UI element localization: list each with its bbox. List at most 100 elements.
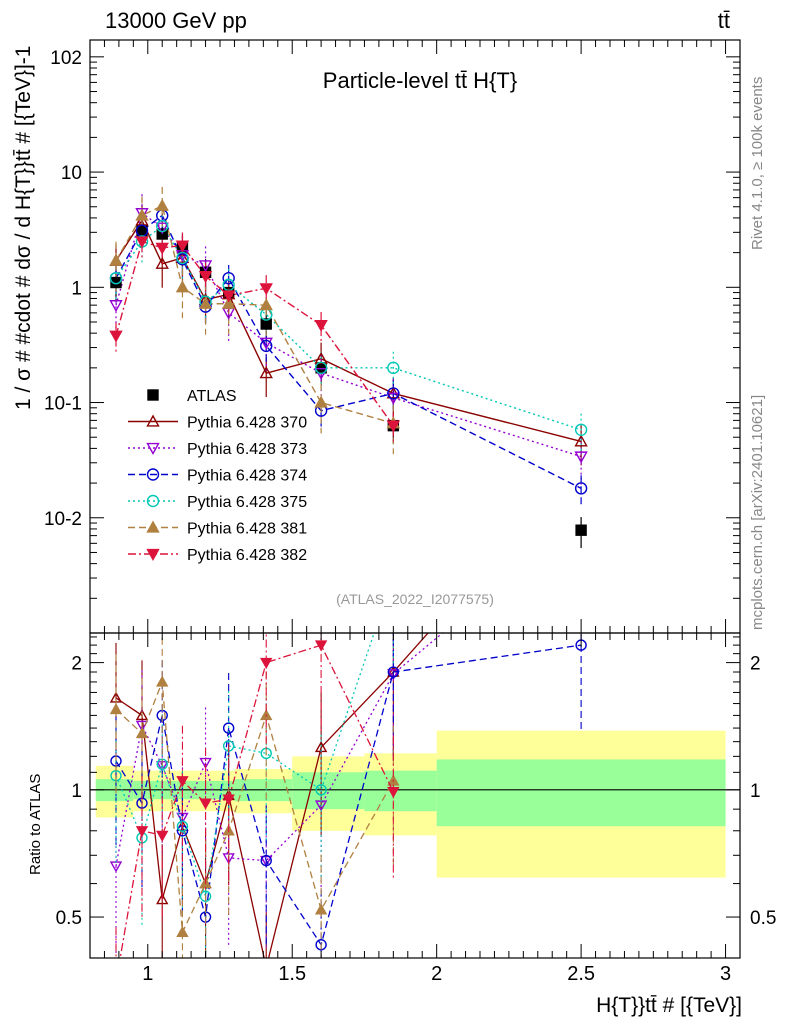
data-point	[387, 387, 400, 400]
data-point	[175, 250, 190, 263]
legend-label: ATLAS	[187, 388, 237, 405]
legend-marker	[146, 494, 160, 508]
legend-label: Pythia 6.428 382	[187, 547, 307, 564]
legend-label: Pythia 6.428 375	[187, 494, 307, 511]
legend-marker	[146, 548, 160, 561]
ratio-line-5	[115, 681, 394, 935]
legend-label: Pythia 6.428 374	[187, 468, 307, 485]
ratio-point	[387, 666, 400, 678]
data-point	[221, 296, 236, 309]
data-point	[175, 280, 190, 293]
ratio-point	[156, 675, 169, 687]
ratio-point	[176, 776, 189, 788]
x-tick-label: 1.5	[278, 963, 306, 985]
data-point	[314, 395, 328, 408]
ratio-point	[315, 784, 327, 796]
legend-label: Pythia 6.428 373	[187, 441, 307, 458]
ratio-point	[135, 826, 149, 838]
data-point	[222, 271, 235, 285]
data-point	[135, 236, 149, 249]
data-point	[387, 361, 400, 375]
data-point	[575, 524, 587, 536]
x-tick-label: 2	[431, 963, 442, 985]
ratio-point	[135, 726, 149, 739]
chart-title: Particle-level tt̄ H{T}	[323, 68, 517, 93]
data-markers	[109, 198, 588, 536]
mcplots-label: mcplots.cern.ch [arXiv:2401.10621]	[749, 395, 766, 630]
series-line-3	[115, 214, 582, 489]
data-point	[110, 276, 122, 289]
analysis-tag: (ATLAS_2022_I2077575)	[336, 591, 494, 607]
ratio-line-3	[115, 644, 582, 947]
data-point	[260, 318, 272, 330]
legend-marker	[146, 468, 160, 481]
data-point	[259, 283, 273, 296]
ratio-point	[222, 722, 235, 734]
ratio-point	[387, 786, 400, 799]
data-point	[386, 420, 401, 433]
data-point	[574, 423, 588, 436]
data-point	[155, 256, 169, 269]
ratio-point	[109, 702, 123, 715]
x-tick-label: 1	[142, 963, 153, 985]
ratio-point	[199, 798, 212, 810]
ratio-point	[176, 925, 189, 938]
data-point	[314, 361, 328, 375]
data-point	[135, 208, 149, 221]
ratio-tick-label-right: 2	[750, 654, 761, 675]
data-point	[198, 260, 213, 273]
ratio-tick-label: 0.5	[56, 908, 82, 929]
data-point	[198, 296, 213, 309]
ratio-point	[199, 757, 212, 770]
legend-label: Pythia 6.428 370	[187, 415, 307, 432]
series-line-4	[115, 225, 582, 431]
y-tick-label: 10-2	[44, 509, 82, 530]
x-tick-label: 2.5	[567, 963, 595, 985]
header-left: 13000 GeV pp	[105, 8, 247, 33]
ratio-point	[135, 720, 149, 732]
x-tick-label: 3	[720, 963, 731, 985]
data-point	[574, 434, 588, 447]
legend: ATLAS Pythia 6.428 370 Pythia 6.428 373 Pyt…	[128, 388, 307, 564]
ratio-line-4	[115, 633, 375, 897]
y-tick-label: 1	[71, 278, 82, 299]
ratio-point	[314, 640, 328, 652]
data-point	[198, 271, 213, 284]
data-point	[155, 242, 169, 255]
axis-ticks: 1 1.5 2 2.5 3 10-2 10-1 1 10 102 0.5 0.5 1 1 2 2	[44, 40, 776, 985]
data-point	[221, 290, 236, 303]
data-point	[574, 482, 588, 495]
ratio-point	[387, 669, 400, 681]
ratio-point	[156, 830, 169, 842]
ratio-point	[260, 854, 272, 867]
legend-marker	[146, 442, 160, 455]
header-right: tt̄	[718, 8, 730, 33]
data-point	[175, 240, 190, 253]
data-point	[574, 451, 588, 464]
y-tick-label: 10	[61, 163, 82, 184]
data-point	[314, 368, 328, 381]
band-inner	[292, 772, 365, 810]
data-point	[314, 351, 328, 364]
ratio-tick-label-right: 0.5	[750, 908, 776, 929]
series-line-2	[115, 212, 582, 458]
data-point	[259, 366, 273, 379]
data-point	[109, 253, 123, 266]
ratio-tick-label: 2	[71, 654, 82, 675]
data-point	[259, 337, 273, 350]
ratio-line-6	[119, 644, 394, 958]
rivet-label: Rivet 4.1.0, ≥ 100k events	[749, 77, 766, 250]
legend-label: Pythia 6.428 381	[187, 521, 307, 538]
data-point	[156, 219, 169, 233]
x-axis-label: H{T}}tt̄ # [{TeV}]	[596, 994, 742, 1017]
legend-marker	[146, 414, 160, 427]
data-point	[109, 300, 123, 313]
ratio-point	[260, 855, 273, 868]
ratio-tick-label-right: 1	[750, 781, 761, 802]
ratio-point	[260, 657, 273, 670]
ratio-y-axis-label: Ratio to ATLAS	[27, 774, 44, 875]
y-axis-label: 1 / σ # #cdot # dσ / d H{T}}tt̄ # [{TeV}…	[12, 46, 35, 410]
data-point	[155, 222, 169, 235]
data-point	[259, 298, 273, 311]
